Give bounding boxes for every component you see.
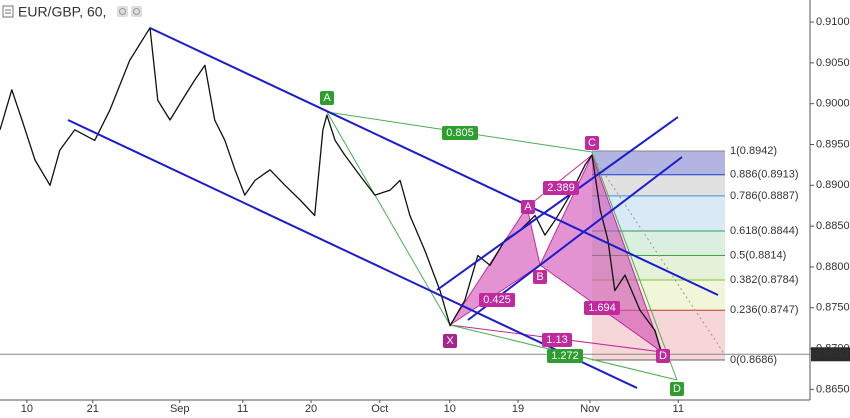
y-tick-label: 0.9050 xyxy=(816,57,850,69)
fib-band xyxy=(592,151,725,175)
point-badge xyxy=(521,200,535,214)
fib-band xyxy=(592,174,725,196)
trend-line xyxy=(149,27,719,296)
last-price-badge xyxy=(811,347,850,362)
fib-level-label: 0(0.8686) xyxy=(730,354,777,366)
close-icon-shape xyxy=(133,8,140,15)
menu-icon[interactable] xyxy=(2,5,14,18)
last-price-label: 0.8693 xyxy=(815,348,849,360)
x-tick-label: Sep xyxy=(170,403,190,415)
y-tick-label: 0.8650 xyxy=(816,383,850,395)
fib-level-label: 0.236(0.8747) xyxy=(730,304,799,316)
ratio-badge xyxy=(542,333,572,347)
trend-line xyxy=(436,116,679,291)
x-tick-label: Nov xyxy=(580,403,600,415)
point-badge xyxy=(443,334,457,348)
y-tick-label: 0.8750 xyxy=(816,302,850,314)
settings-icon[interactable] xyxy=(117,6,128,17)
y-tick-label: 0.8850 xyxy=(816,220,850,232)
trend-line xyxy=(467,156,683,321)
ratio-label: 1.13 xyxy=(546,334,567,346)
point-label: X xyxy=(446,335,454,347)
y-tick-label: 0.8800 xyxy=(816,261,850,273)
point-badge xyxy=(656,349,670,363)
pattern-labels: X A B C D A D 0.425 2.389 1.694 1.13 0.8… xyxy=(320,91,684,396)
point-label: D xyxy=(659,350,667,362)
x-tick-label: Oct xyxy=(371,403,388,415)
y-tick-label: 0.9100 xyxy=(816,16,850,28)
header: EUR/GBP, 60, xyxy=(2,4,142,20)
ratio-badge xyxy=(543,181,579,195)
point-label: C xyxy=(588,137,596,149)
ratio-badge xyxy=(547,349,583,363)
ratio-badge xyxy=(479,293,515,307)
fib-level-label: 0.382(0.8784) xyxy=(730,274,799,286)
fib-level-label: 0.786(0.8887) xyxy=(730,190,799,202)
fib-level-label: 1(0.8942) xyxy=(730,145,777,157)
x-tick-label: 20 xyxy=(305,403,317,415)
y-tick-label: 0.9000 xyxy=(816,98,850,110)
trend-lines xyxy=(67,27,719,389)
fib-level-label: 0.618(0.8844) xyxy=(730,225,799,237)
point-label: B xyxy=(536,271,543,283)
y-tick-label: 0.8950 xyxy=(816,138,850,150)
chart-title: EUR/GBP, 60, xyxy=(18,4,106,20)
fib-level-label: 0.5(0.8814) xyxy=(730,249,786,261)
green-cd xyxy=(591,151,678,381)
x-tick-label: 11 xyxy=(673,403,684,415)
point-badge xyxy=(585,136,599,150)
y-tick-label: 0.8900 xyxy=(816,179,850,191)
x-tick-label: 10 xyxy=(444,403,456,415)
point-badge xyxy=(320,91,334,105)
point-label: A xyxy=(323,92,331,104)
point-label: A xyxy=(524,201,532,213)
ratio-label: 0.805 xyxy=(446,127,474,139)
fib-level-label: 0.886(0.8913) xyxy=(730,169,799,181)
settings-icon-shape xyxy=(119,8,126,15)
ratio-label: 2.389 xyxy=(547,182,575,194)
axes: 0.86500.87000.87500.88000.88500.89000.89… xyxy=(21,16,850,415)
close-icon[interactable] xyxy=(131,6,142,17)
ratio-badge xyxy=(442,126,478,140)
x-tick-label: 10 xyxy=(21,403,33,415)
projection-line xyxy=(591,154,726,356)
point-badge xyxy=(670,382,684,396)
ratio-label: 1.272 xyxy=(551,350,579,362)
point-badge xyxy=(533,270,547,284)
x-tick-label: 11 xyxy=(237,403,248,415)
x-tick-label: 19 xyxy=(512,403,524,415)
x-tick-label: 21 xyxy=(87,403,99,415)
ratio-label: 1.694 xyxy=(588,302,616,314)
ratio-badge xyxy=(584,301,620,315)
ratio-label: 0.425 xyxy=(483,294,511,306)
point-label: D xyxy=(673,383,681,395)
